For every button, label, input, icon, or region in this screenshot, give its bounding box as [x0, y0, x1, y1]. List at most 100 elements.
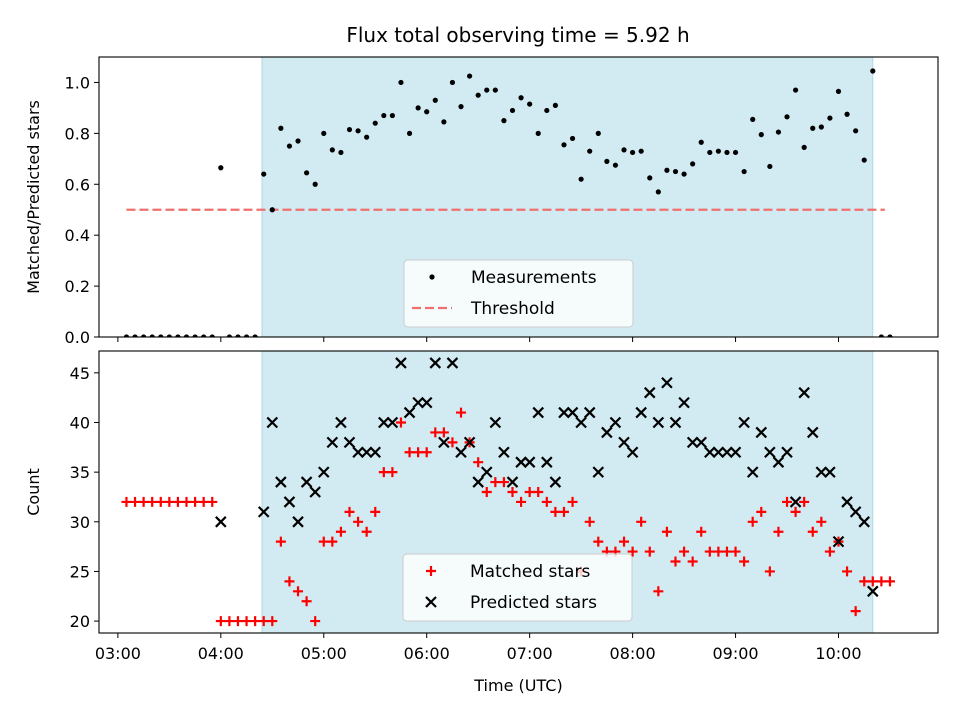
- measurement-point: [389, 112, 395, 119]
- matched-star-marker: [713, 546, 724, 557]
- matched-star-marker: [241, 616, 252, 627]
- measurement-point: [492, 87, 498, 93]
- measurement-point: [321, 130, 327, 136]
- plot-area: [121, 357, 895, 627]
- matched-star-marker: [756, 506, 767, 517]
- measurement-point: [484, 87, 490, 93]
- measurement-point: [647, 175, 653, 181]
- predicted-star-marker: [583, 406, 596, 419]
- matched-star-marker: [739, 556, 750, 567]
- measurement-point: [810, 125, 816, 131]
- measurement-point: [269, 207, 275, 213]
- matched-star-marker: [130, 496, 141, 507]
- x-tick-label: 03:00: [95, 644, 141, 663]
- measurement-point: [587, 148, 593, 154]
- series-predicted-stars: [215, 357, 879, 598]
- predicted-star-marker: [678, 396, 690, 409]
- legend: Measurements Threshold: [403, 259, 634, 328]
- matched-star-marker: [567, 496, 578, 507]
- predicted-star-marker: [300, 476, 313, 488]
- measurement-point: [715, 148, 721, 154]
- measurement-point: [835, 88, 842, 94]
- measurement-point: [569, 135, 576, 142]
- measurement-point: [209, 334, 215, 337]
- series-measurements: [123, 68, 893, 337]
- predicted-star-marker: [575, 416, 587, 429]
- matched-star-marker: [267, 616, 278, 627]
- predicted-star-marker: [669, 416, 682, 429]
- measurement-point: [629, 149, 636, 156]
- measurement-point: [612, 162, 619, 168]
- measurement-point: [449, 79, 456, 86]
- measurement-point: [827, 115, 833, 121]
- y-tick-label: 40: [70, 413, 90, 432]
- measurement-point: [467, 73, 473, 79]
- measurement-point: [372, 120, 378, 126]
- measurement-point: [887, 334, 893, 337]
- y-axis-label: Count: [24, 468, 43, 516]
- measurement-point: [544, 107, 550, 114]
- y-axis-label: Matched/Predicted stars: [24, 100, 43, 294]
- predicted-star-marker: [798, 386, 810, 399]
- matched-star-marker: [327, 536, 338, 547]
- measurement-point: [132, 334, 138, 337]
- measurement-point: [432, 97, 438, 103]
- predicted-star-marker: [489, 416, 502, 429]
- predicted-star-marker: [317, 466, 330, 478]
- measurement-point: [123, 334, 130, 337]
- measurement-point: [518, 95, 524, 101]
- predicted-star-marker: [695, 436, 708, 449]
- predicted-star-marker: [841, 496, 853, 508]
- matched-star-marker: [653, 586, 664, 597]
- matched-star-marker: [730, 546, 741, 557]
- predicted-star-marker: [257, 506, 270, 518]
- measurement-point: [218, 165, 224, 171]
- matched-star-marker: [696, 526, 707, 537]
- predicted-star-marker: [712, 446, 725, 459]
- matched-star-marker: [619, 536, 630, 547]
- measurement-point: [535, 130, 541, 136]
- legend-label: Predicted stars: [470, 593, 597, 613]
- measurement-point: [141, 334, 147, 337]
- predicted-star-marker: [326, 436, 339, 449]
- measurement-point: [235, 334, 241, 337]
- predicted-star-marker: [438, 436, 450, 449]
- predicted-star-marker: [738, 416, 750, 429]
- measurement-point: [355, 128, 361, 134]
- matched-star-marker: [842, 566, 853, 577]
- measurement-point: [698, 139, 704, 145]
- predicted-star-marker: [704, 446, 716, 459]
- measurement-point: [792, 87, 799, 93]
- measurement-point: [278, 125, 284, 131]
- matched-star-marker: [430, 427, 441, 438]
- measurement-point: [509, 107, 516, 114]
- matched-star-marker: [558, 506, 569, 517]
- predicted-star-marker: [592, 466, 605, 478]
- measurement-point: [261, 171, 267, 177]
- predicted-star-marker: [609, 416, 622, 429]
- predicted-star-marker: [515, 456, 527, 468]
- predicted-star-marker: [824, 466, 836, 478]
- matched-star-marker: [387, 467, 398, 478]
- matched-star-marker: [481, 487, 492, 497]
- x-tick-label: 05:00: [301, 644, 347, 663]
- predicted-star-marker: [652, 416, 665, 429]
- predicted-star-marker: [541, 456, 553, 468]
- predicted-star-marker: [309, 486, 321, 498]
- predicted-star-marker: [506, 476, 519, 488]
- measurement-point: [286, 143, 293, 149]
- measurement-point: [527, 101, 533, 107]
- matched-star-marker: [661, 526, 672, 537]
- y-tick-label: 35: [70, 463, 90, 482]
- predicted-star-marker: [395, 357, 407, 369]
- measurement-point: [681, 171, 687, 177]
- measurement-point: [166, 334, 172, 337]
- matched-star-marker: [490, 477, 501, 488]
- predicted-star-marker: [378, 416, 390, 429]
- matched-star-marker: [275, 536, 286, 547]
- predicted-star-marker: [626, 446, 639, 459]
- matched-star-marker: [395, 417, 406, 428]
- measurement-point: [801, 144, 807, 150]
- measurement-point: [732, 149, 739, 156]
- predicted-star-marker: [618, 436, 630, 449]
